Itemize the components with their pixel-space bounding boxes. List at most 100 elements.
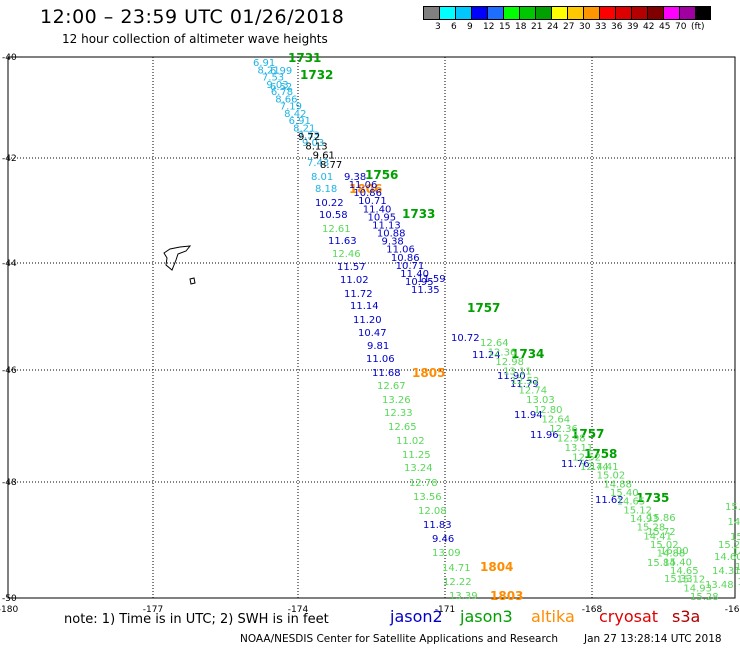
color-legend: [423, 6, 711, 20]
map-frame: [7, 56, 736, 599]
wave-height-value: 14.93: [630, 514, 659, 525]
wave-height-value: 12.65: [388, 422, 417, 433]
wave-height-value: 15.12: [623, 505, 652, 516]
legend-swatch: [423, 6, 439, 20]
wave-height-value: 15.33: [664, 574, 693, 585]
wave-height-value: 15.86: [647, 513, 676, 524]
wave-height-value: 13.11: [565, 443, 594, 454]
legend-swatch: [455, 6, 471, 20]
lat-tick-label: -50: [2, 594, 17, 604]
wave-height-value: 6.91: [253, 58, 275, 69]
legend-swatch: [519, 6, 535, 20]
island-outline: [163, 245, 196, 285]
legend-swatch: [583, 6, 599, 20]
wave-height-value: 14.31: [712, 566, 740, 577]
footer-timestamp: Jan 27 13:28:14 UTC 2018: [584, 633, 722, 645]
pass-time-label: 1756: [365, 168, 398, 182]
wave-height-value: 6.52: [270, 82, 292, 93]
legend-swatch: [551, 6, 567, 20]
legend-swatch: [487, 6, 503, 20]
legend-swatch: [471, 6, 487, 20]
wave-height-value: 11.57: [337, 262, 366, 273]
footer-credit: NOAA/NESDIS Center for Satellite Applica…: [240, 633, 558, 645]
lat-tick-label: -48: [2, 478, 17, 488]
wave-height-value: 6.91: [289, 116, 311, 127]
wave-height-value: 15.28: [637, 523, 666, 534]
wave-height-value: 11.94: [514, 410, 543, 421]
legend-swatch: [615, 6, 631, 20]
footnote: note: 1) Time is in UTC; 2) SWH is in fe…: [64, 612, 329, 627]
legend-label: 30: [579, 22, 591, 32]
map-subtitle: 12 hour collection of altimeter wave hei…: [62, 32, 328, 46]
map-title: 12:00 – 23:59 UTC 01/26/2018: [40, 6, 345, 28]
wave-height-value: 11.72: [344, 289, 373, 300]
wave-height-value: 13.09: [432, 548, 461, 559]
wave-height-value: 12.64: [542, 414, 571, 425]
wave-height-value: 11.06: [366, 354, 395, 365]
wave-height-value: 12.64: [480, 338, 509, 349]
wave-height-value: 7.53: [262, 73, 284, 84]
legend-label: 36: [611, 22, 623, 32]
pass-time-label: 1803: [490, 589, 523, 603]
wave-height-value: 10.95: [405, 277, 434, 288]
legend-swatch: [503, 6, 519, 20]
wave-height-value: 13.24: [404, 463, 433, 474]
pass-time-label: 1757: [467, 301, 500, 315]
wave-height-value: 9.72: [298, 132, 320, 143]
wave-height-value: 11.06: [386, 245, 415, 256]
lon-tick-label: -171: [435, 605, 455, 615]
pass-time-label: 1805: [412, 366, 445, 380]
pass-time-label: 1804: [480, 560, 513, 574]
wave-height-value: 14.90: [728, 517, 740, 528]
wave-height-value: 12.52: [511, 376, 540, 387]
wave-height-value: 13.39: [449, 591, 478, 602]
wave-height-value: 7.19: [280, 102, 302, 113]
wave-height-value: 11.13: [372, 220, 401, 231]
lon-tick-label: -180: [0, 605, 18, 615]
legend-label: 33: [595, 22, 607, 32]
wave-height-value: 11.76: [561, 459, 590, 470]
legend-label: 15: [499, 22, 511, 32]
wave-height-value: 8.21: [293, 123, 315, 134]
wave-height-value: 8.18: [315, 184, 337, 195]
wave-height-value: 16.00: [660, 546, 689, 557]
wave-height-value: 12.46: [332, 249, 361, 260]
wave-height-value: 11.02: [396, 436, 425, 447]
pass-time-label: 1733: [402, 207, 435, 221]
wave-height-value: 15.40: [610, 488, 639, 499]
pass-time-label: 1735: [636, 491, 669, 505]
wave-height-value: 10.71: [396, 261, 425, 272]
wave-height-value: 11.90: [497, 371, 526, 382]
wave-height-value: 12.22: [443, 577, 472, 588]
wave-height-value: 10.22: [315, 198, 344, 209]
wave-height-value: 11.68: [372, 368, 401, 379]
wave-height-value: 12.74: [518, 386, 547, 397]
legend-label: 45: [659, 22, 671, 32]
wave-height-value: 12.08: [418, 506, 447, 517]
wave-height-value: 15.72: [647, 527, 676, 538]
wave-height-value: 15.40: [663, 557, 692, 568]
satellite-legend-jason2: jason2: [390, 607, 443, 626]
wave-height-value: 8.01: [311, 172, 333, 183]
wave-height-value: 11.63: [328, 236, 357, 247]
wave-height-value: 13.48: [705, 580, 734, 591]
legend-label: 21: [531, 22, 543, 32]
wave-height-value: 15.12: [677, 575, 706, 586]
wave-height-value: 12.61: [322, 224, 351, 235]
lat-tick-label: -40: [2, 53, 17, 63]
legend-label: 9: [467, 22, 473, 32]
legend-label: 18: [515, 22, 527, 32]
legend-label: 70: [675, 22, 687, 32]
legend-swatch: [679, 6, 695, 20]
wave-height-value: 11.40: [363, 204, 392, 215]
wave-height-value: 14.88: [657, 549, 686, 560]
satellite-legend-cryosat: cryosat: [599, 607, 659, 626]
wave-height-value: 12.78: [409, 478, 438, 489]
legend-swatch: [663, 6, 679, 20]
wave-height-value: 13.56: [413, 492, 442, 503]
wave-height-value: 11.83: [423, 520, 452, 531]
wave-height-value: 15.02: [597, 471, 626, 482]
wave-height-value: 14.60: [714, 552, 740, 563]
pass-time-label: 1732: [300, 68, 333, 82]
